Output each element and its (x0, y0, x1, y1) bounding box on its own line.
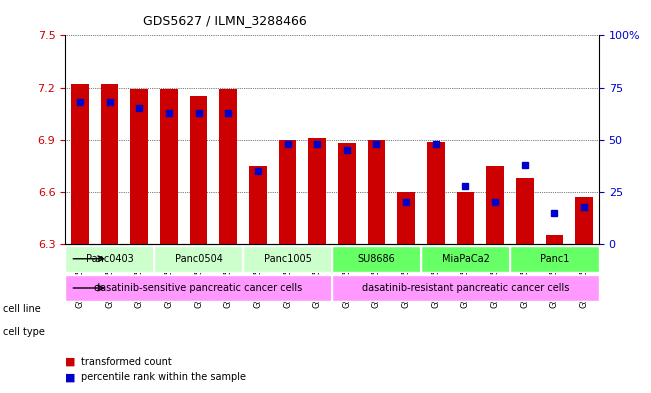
Text: ■: ■ (65, 356, 76, 367)
Text: Panc1: Panc1 (540, 254, 569, 264)
Text: ■: ■ (65, 372, 76, 382)
Bar (486, 166, 504, 244)
Text: Panc0504: Panc0504 (174, 254, 223, 264)
Text: cell line: cell line (3, 303, 41, 314)
Text: Panc0403: Panc0403 (86, 254, 133, 264)
Text: MiaPaCa2: MiaPaCa2 (441, 254, 490, 264)
Bar (279, 140, 296, 244)
Text: dasatinib-sensitive pancreatic cancer cells: dasatinib-sensitive pancreatic cancer ce… (94, 283, 303, 293)
Bar (130, 89, 148, 244)
FancyBboxPatch shape (332, 275, 599, 301)
Bar (189, 96, 208, 244)
Bar (338, 143, 355, 244)
FancyBboxPatch shape (421, 246, 510, 272)
FancyBboxPatch shape (65, 275, 332, 301)
Text: transformed count: transformed count (81, 356, 172, 367)
Text: SU8686: SU8686 (357, 254, 395, 264)
Bar (368, 140, 385, 244)
FancyBboxPatch shape (65, 246, 154, 272)
Bar (575, 197, 593, 244)
FancyBboxPatch shape (154, 246, 243, 272)
Bar (101, 84, 118, 244)
FancyBboxPatch shape (243, 246, 332, 272)
Text: cell type: cell type (3, 327, 45, 337)
Bar (546, 235, 563, 244)
Bar (249, 166, 267, 244)
Bar (309, 138, 326, 244)
FancyBboxPatch shape (332, 246, 421, 272)
FancyBboxPatch shape (510, 246, 599, 272)
Bar (71, 84, 89, 244)
Text: percentile rank within the sample: percentile rank within the sample (81, 372, 246, 382)
Bar (456, 192, 475, 244)
Bar (427, 141, 445, 244)
Bar (397, 192, 415, 244)
Text: dasatinib-resistant pancreatic cancer cells: dasatinib-resistant pancreatic cancer ce… (362, 283, 569, 293)
Bar (516, 178, 534, 244)
Bar (219, 89, 237, 244)
Text: GDS5627 / ILMN_3288466: GDS5627 / ILMN_3288466 (143, 15, 307, 28)
Text: Panc1005: Panc1005 (264, 254, 311, 264)
Bar (160, 89, 178, 244)
